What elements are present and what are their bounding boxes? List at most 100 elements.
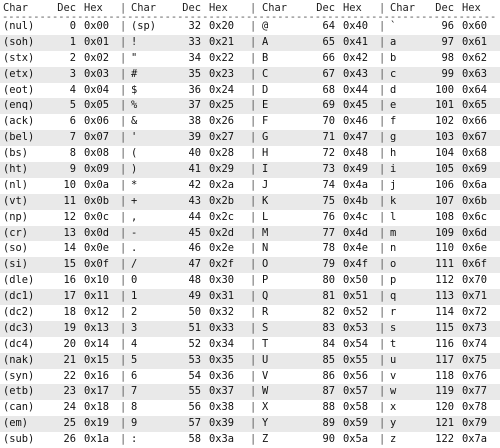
dec-cell: 13: [63, 226, 76, 239]
dec-cell: 47: [188, 258, 201, 271]
hex-cell: 0x57: [343, 385, 369, 398]
char-cell: W: [262, 385, 269, 398]
char-cell: 9: [131, 417, 138, 430]
column-separator: |: [120, 83, 127, 96]
hex-cell: 0x49: [343, 163, 369, 176]
column-separator: |: [379, 242, 386, 255]
hex-cell: 0x24: [209, 83, 235, 96]
dec-cell: 86: [322, 369, 335, 382]
dec-cell: 121: [435, 417, 454, 430]
char-cell: H: [262, 147, 269, 160]
char-cell: :: [131, 433, 138, 446]
column-separator: |: [379, 99, 386, 112]
column-separator: |: [379, 147, 386, 160]
char-cell: J: [262, 178, 269, 191]
column-separator: |: [250, 433, 257, 446]
dec-cell: 69: [322, 99, 335, 112]
column-separator: |: [120, 258, 127, 271]
char-cell: g: [390, 131, 397, 144]
dec-cell: 76: [322, 210, 335, 223]
hex-cell: 0x42: [343, 51, 369, 64]
dec-cell: 71: [322, 131, 335, 144]
column-separator: |: [379, 83, 386, 96]
table-row: (dc2) 18 0x12 | 2 50 0x32 | R 82 0x52 | r 114 0x72: [0, 305, 500, 321]
dec-cell: 48: [188, 274, 201, 287]
header-dec-2: Dec: [182, 2, 201, 14]
column-separator: |: [250, 20, 257, 32]
hex-cell: 0x6d: [462, 226, 488, 239]
char-cell: ): [131, 163, 138, 176]
column-separator: |: [120, 306, 127, 319]
char-cell: v: [390, 369, 397, 382]
header-separator-1: |: [120, 2, 127, 14]
char-cell: D: [262, 83, 269, 96]
header-rule: ----------------------------------------…: [2, 15, 496, 19]
column-separator: |: [250, 290, 257, 303]
column-separator: |: [379, 35, 386, 48]
dec-cell: 97: [441, 35, 454, 48]
column-separator: |: [250, 194, 257, 207]
column-separator: |: [379, 433, 386, 446]
char-cell: (ack): [3, 115, 35, 128]
dec-cell: 108: [435, 210, 454, 223]
hex-cell: 0x4a: [343, 178, 369, 191]
hex-cell: 0x2d: [209, 226, 235, 239]
dec-cell: 89: [322, 417, 335, 430]
table-row: (dc1) 17 0x11 | 1 49 0x31 | Q 81 0x51 | q 113 0x71: [0, 289, 500, 306]
hex-cell: 0x27: [209, 131, 235, 144]
header-dec-1: Dec: [57, 2, 76, 14]
dec-cell: 117: [435, 353, 454, 366]
char-cell: (can): [3, 401, 35, 414]
column-separator: |: [379, 369, 386, 382]
column-separator: |: [250, 417, 257, 430]
dec-cell: 101: [435, 99, 454, 112]
char-cell: u: [390, 353, 397, 366]
table-row: (etb) 23 0x17 | 7 55 0x37 | W 87 0x57 | w 119 0x77: [0, 384, 500, 401]
dec-cell: 15: [63, 258, 76, 271]
char-cell: h: [390, 147, 397, 160]
hex-cell: 0x61: [462, 35, 488, 48]
header-dec-4: Dec: [435, 2, 454, 14]
dec-cell: 57: [188, 417, 201, 430]
hex-cell: 0x50: [343, 274, 369, 287]
table-row: (ack) 6 0x06 | & 38 0x26 | F 70 0x46 | f 102 0x66: [0, 114, 500, 130]
char-cell: (sp): [131, 20, 157, 32]
char-cell: ': [131, 131, 138, 144]
dec-cell: 65: [322, 35, 335, 48]
table-row: (nul) 0 0x00 | (sp) 32 0x20 | @64 0x40 | ` 96 0x60: [0, 19, 500, 35]
dec-cell: 5: [69, 99, 76, 112]
hex-cell: 0x4f: [343, 258, 369, 271]
column-separator: |: [379, 401, 386, 414]
hex-cell: 0x0c: [84, 210, 110, 223]
dec-cell: 70: [322, 115, 335, 128]
column-separator: |: [379, 131, 386, 144]
char-cell: (nak): [3, 353, 35, 366]
char-cell: (stx): [3, 51, 35, 64]
dec-cell: 115: [435, 321, 454, 334]
column-separator: |: [379, 194, 386, 207]
hex-cell: 0x12: [84, 306, 110, 319]
hex-cell: 0x69: [462, 163, 488, 176]
char-cell: 0: [131, 274, 138, 287]
char-cell: (np): [3, 210, 29, 223]
char-cell: !: [131, 35, 138, 48]
dec-cell: 80: [322, 274, 335, 287]
char-cell: (ht): [3, 163, 29, 176]
hex-cell: 0x52: [343, 306, 369, 319]
dec-cell: 73: [322, 163, 335, 176]
hex-cell: 0x2b: [209, 194, 235, 207]
hex-cell: 0x2e: [209, 242, 235, 255]
char-cell: (so): [3, 242, 29, 255]
column-separator: |: [250, 115, 257, 128]
header-hex-2: Hex: [209, 2, 228, 14]
dec-cell: 20: [63, 337, 76, 350]
hex-cell: 0x14: [84, 337, 110, 350]
char-cell: G: [262, 131, 269, 144]
char-cell: @: [262, 20, 269, 32]
table-row: (syn) 22 0x16 | 6 54 0x36 | V 86 0x56 | v 118 0x76: [0, 369, 500, 385]
char-cell: -: [131, 226, 138, 239]
dec-cell: 85: [322, 353, 335, 366]
dec-cell: 111: [435, 258, 454, 271]
header-separator-2: |: [250, 2, 257, 14]
hex-cell: 0x51: [343, 290, 369, 303]
